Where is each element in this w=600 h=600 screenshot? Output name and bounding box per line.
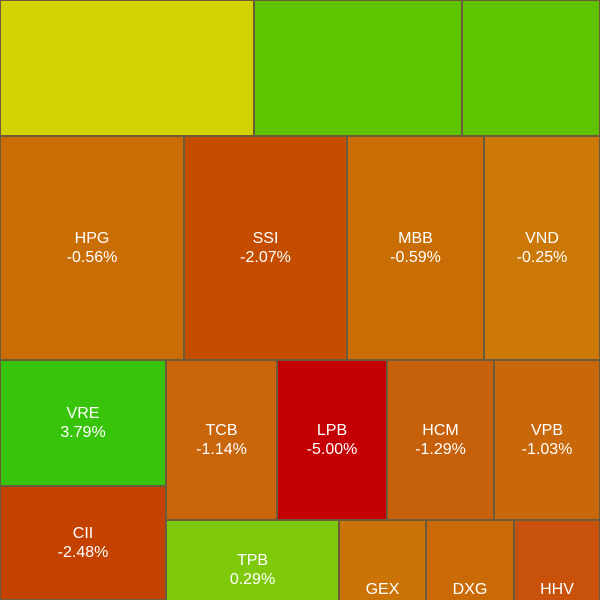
treemap-tile-dxg[interactable]: DXG [426,520,514,600]
treemap-tile-vpb[interactable]: VPB -1.03% [494,360,600,520]
treemap-tile-mbb[interactable]: MBB -0.59% [347,136,484,360]
tile-change: 0.29% [229,571,276,588]
tile-change: -0.25% [516,249,568,266]
treemap-tile-ssi[interactable]: SSI -2.07% [184,136,347,360]
treemap-tile[interactable] [462,0,600,136]
treemap-tile-lpb[interactable]: LPB -5.00% [277,360,387,520]
tile-symbol: HCM [422,422,459,439]
treemap-tile[interactable] [0,0,254,136]
tile-symbol: HHV [540,581,574,598]
treemap-tile-hhv[interactable]: HHV [514,520,600,600]
tile-symbol: LPB [316,422,348,439]
tile-change: 3.79% [60,424,106,441]
tile-symbol: TPB [236,552,269,569]
tile-change: -1.14% [196,441,247,458]
treemap-tile-tcb[interactable]: TCB -1.14% [166,360,277,520]
tile-symbol: SSI [252,230,279,247]
tile-symbol: VRE [66,405,100,422]
treemap-tile-tpb[interactable]: TPB 0.29% [166,520,339,600]
tile-change: -1.29% [415,441,466,458]
treemap-tile[interactable] [254,0,462,136]
tile-change: -0.56% [66,249,118,266]
tile-symbol: VPB [530,422,563,439]
treemap-tile-gex[interactable]: GEX [339,520,426,600]
tile-symbol: DXG [452,581,488,598]
tile-change: -5.00% [306,441,358,458]
tile-symbol: VND [525,230,559,247]
treemap-tile-hpg[interactable]: HPG -0.56% [0,136,184,360]
treemap-tile-vnd[interactable]: VND -0.25% [484,136,600,360]
treemap-tile-cii[interactable]: CII -2.48% [0,486,166,600]
tile-change: -2.48% [57,544,109,561]
tile-symbol: MBB [398,230,433,247]
treemap-tile-vre[interactable]: VRE 3.79% [0,360,166,486]
tile-symbol: TCB [205,422,238,439]
tile-symbol: HPG [74,230,110,247]
tile-symbol: CII [72,525,94,542]
treemap-tile-hcm[interactable]: HCM -1.29% [387,360,494,520]
tile-change: -2.07% [240,249,291,266]
tile-symbol: GEX [365,581,400,598]
tile-change: -1.03% [521,441,573,458]
tile-change: -0.59% [390,249,441,266]
